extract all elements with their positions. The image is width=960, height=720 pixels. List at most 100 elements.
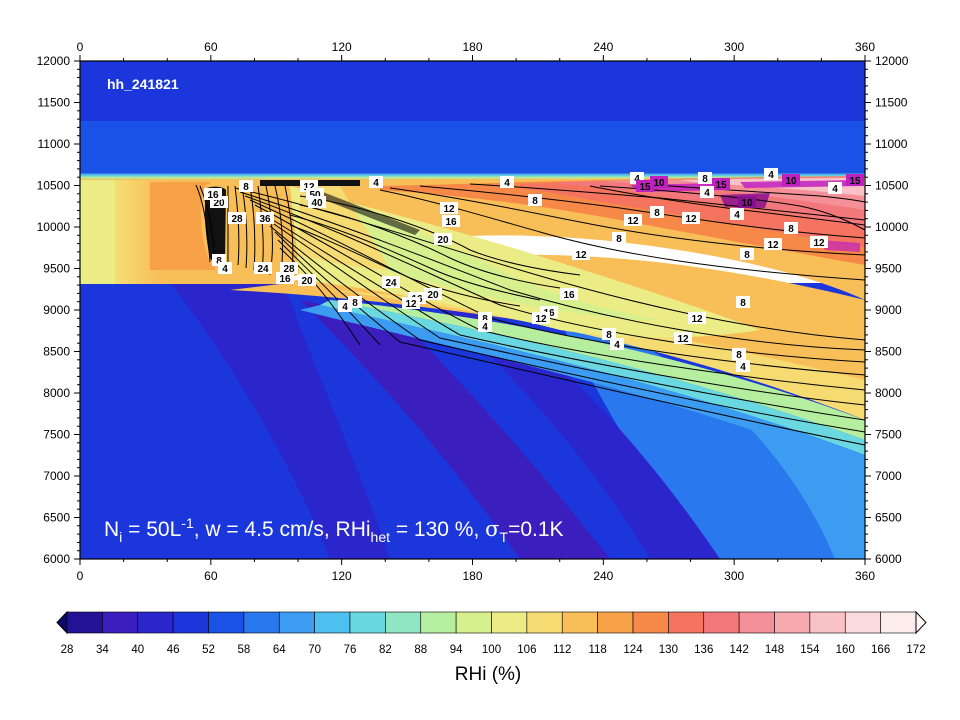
svg-text:16: 16 — [445, 217, 457, 228]
colorbar-tick-label: 124 — [623, 644, 643, 656]
colorbar-overflow-triangle — [915, 610, 927, 635]
contour-label: 24 — [382, 276, 400, 289]
contour-label: 8 — [650, 206, 664, 219]
annotation-n-subscript: i — [119, 529, 122, 545]
y-tick-label-left: 10000 — [37, 220, 71, 234]
svg-text:8: 8 — [532, 196, 538, 207]
y-tick-label-right: 9000 — [875, 303, 902, 317]
svg-text:8: 8 — [702, 174, 708, 185]
contour-label: 10 — [738, 196, 756, 209]
contour-label: 28 — [228, 212, 246, 225]
svg-text:4: 4 — [222, 264, 228, 275]
colorbar-tick-label: 88 — [414, 644, 427, 656]
svg-text:40: 40 — [311, 198, 323, 209]
contour-label: 12 — [682, 212, 700, 225]
colorbar-swatch — [137, 611, 174, 634]
y-tick-label-right: 6000 — [875, 552, 902, 566]
svg-text:4: 4 — [342, 302, 348, 313]
colorbar-swatch — [703, 611, 740, 634]
contour-label: 24 — [254, 262, 272, 275]
colorbar-tick-label: 148 — [765, 644, 784, 656]
x-tick-label-top: 300 — [724, 40, 744, 54]
colorbar-swatch — [561, 611, 598, 634]
y-tick-label-left: 11000 — [38, 137, 71, 151]
colorbar-swatch — [278, 611, 315, 634]
svg-text:28: 28 — [283, 264, 295, 275]
svg-text:4: 4 — [634, 174, 640, 185]
svg-text:20: 20 — [437, 235, 449, 246]
svg-text:24: 24 — [385, 278, 397, 289]
svg-text:4: 4 — [504, 178, 510, 189]
annotation-sigma-subscript: T — [500, 529, 509, 545]
y-tick-label-left: 9000 — [43, 303, 70, 317]
svg-text:4: 4 — [704, 188, 710, 199]
svg-text:50: 50 — [309, 190, 321, 201]
colorbar-swatch — [526, 611, 563, 634]
colorbar-tick-label: 112 — [553, 644, 571, 656]
annotation-n-superscript: -1 — [181, 515, 194, 531]
colorbar-tick-label: 160 — [836, 644, 855, 656]
contour-label: 4 — [736, 360, 750, 373]
y-tick-label-right: 8500 — [875, 345, 902, 359]
contour-label: 10 — [650, 176, 668, 189]
y-tick-label-right: 11500 — [875, 96, 908, 110]
y-tick-label-left: 6000 — [43, 552, 70, 566]
x-tick-label-top: 60 — [204, 40, 218, 54]
colorbar-swatch — [420, 611, 457, 634]
svg-text:16: 16 — [563, 290, 575, 301]
colorbar-swatch — [243, 611, 280, 634]
svg-text:15: 15 — [849, 176, 861, 187]
contour-label: 12 — [674, 332, 692, 345]
colorbar-swatch — [668, 611, 705, 634]
contour-label: 16 — [560, 288, 578, 301]
svg-text:8: 8 — [482, 314, 488, 325]
contour-label: 8 — [602, 328, 616, 341]
svg-text:16: 16 — [279, 274, 291, 285]
svg-text:12: 12 — [443, 204, 455, 215]
x-tick-label-bottom: 0 — [77, 569, 84, 583]
svg-text:10: 10 — [653, 178, 665, 189]
y-tick-label-left: 8000 — [43, 386, 70, 400]
svg-text:12: 12 — [627, 216, 639, 227]
contour-label: 4 — [764, 168, 778, 181]
rhi-field — [80, 61, 865, 559]
colorbar-tick-label: 166 — [871, 644, 890, 656]
contour-label: 4 — [610, 338, 624, 351]
contour-label: 16 — [276, 272, 294, 285]
y-tick-label-left: 7000 — [43, 469, 70, 483]
contour-label: 8 — [698, 172, 712, 185]
colorbar-underflow-triangle — [56, 610, 68, 635]
contour-label: 20 — [298, 274, 316, 287]
y-tick-label-left: 7500 — [43, 428, 70, 442]
contour-label: 16 — [204, 188, 222, 201]
annotation-w-rhi: , w = 4.5 cm/s, RHi — [194, 518, 371, 541]
y-tick-label-left: 12000 — [37, 54, 71, 68]
y-tick-label-left: 10500 — [37, 179, 71, 193]
contour-label: 40 — [308, 196, 326, 209]
colorbar-swatch — [208, 611, 245, 634]
svg-text:12: 12 — [303, 182, 315, 193]
svg-text:15: 15 — [639, 182, 651, 193]
colorbar-tick-label: 34 — [96, 644, 109, 656]
contour-label: 28 — [280, 262, 298, 275]
svg-text:12: 12 — [813, 238, 825, 249]
colorbar-swatch — [597, 611, 634, 634]
svg-text:8: 8 — [616, 234, 622, 245]
contour-label: 4 — [338, 300, 352, 313]
y-tick-label-right: 7000 — [875, 469, 902, 483]
axes: 0060601201201801802402403003003603606000… — [37, 40, 909, 583]
colorbar-title: RHi (%) — [455, 664, 522, 685]
colorbar-tick-label: 46 — [167, 644, 180, 656]
contour-label: 4 — [828, 182, 842, 195]
contour-label: 15 — [846, 174, 864, 187]
x-tick-label-top: 0 — [77, 40, 84, 54]
colorbar-tick-label: 94 — [450, 644, 463, 656]
contour-label: 8 — [784, 222, 798, 235]
svg-text:4: 4 — [373, 178, 379, 189]
svg-text:4: 4 — [482, 322, 488, 333]
svg-text:12: 12 — [767, 240, 779, 251]
colorbar-tick-label: 82 — [379, 644, 392, 656]
annotation-n: N — [104, 518, 119, 541]
x-tick-label-bottom: 360 — [855, 569, 875, 583]
svg-text:8: 8 — [216, 256, 222, 267]
